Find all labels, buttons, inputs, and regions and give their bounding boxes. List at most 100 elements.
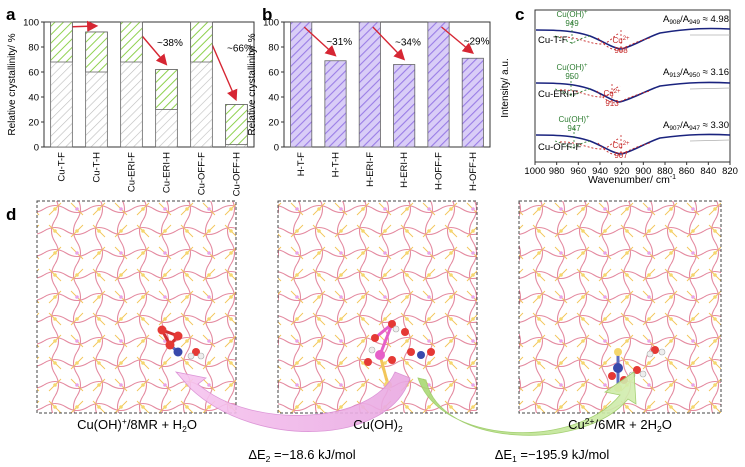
- y-tick-label: 0: [34, 143, 39, 154]
- x-tick-label: 900: [635, 166, 651, 177]
- drop-arrow: [372, 26, 406, 61]
- panel-letter-a: a: [6, 5, 16, 24]
- y-axis-label: Relative crystallinity/ %: [247, 33, 258, 135]
- cuoh-label-2: Cu(OH)+: [556, 63, 588, 72]
- cuoh-peak-2: 950: [565, 72, 579, 81]
- series-name-1: Cu-T-F: [538, 35, 568, 46]
- panel-letter-b: b: [262, 5, 272, 24]
- caption-middle: Cu(OH)2: [353, 417, 403, 434]
- ratio-2: A913/A950 ≈ 3.16: [663, 67, 729, 79]
- fit-red-2: [559, 85, 651, 104]
- bar-h-t-f: [290, 21, 313, 148]
- x-tick-label: 1000: [524, 166, 545, 177]
- bar-h-t-h: [324, 60, 347, 148]
- cuoh-label-1: Cu(OH)+: [556, 10, 588, 19]
- bar-highlight: [50, 21, 73, 63]
- ftir-ylabel: Intensity/ a.u.: [500, 58, 511, 117]
- series-name-2: Cu-ERI-F: [538, 89, 578, 100]
- y-tick-label: 100: [23, 18, 39, 29]
- cu-label-3: Cu2+: [612, 141, 630, 150]
- panel-letter-c: c: [515, 5, 524, 24]
- drop-arrow: [441, 26, 474, 55]
- drop-label: ~66%: [227, 43, 253, 54]
- x-tick-label: H-ERI-F: [365, 152, 376, 187]
- bar-chart-b: Relative crystallinity/ % 0 20 40 60 80 100 H-T…: [247, 18, 491, 191]
- x-tick-label: Cu-OFF-H: [232, 152, 243, 196]
- residual-2: [689, 87, 731, 90]
- cu-peak-3: 907: [614, 151, 628, 160]
- x-tick-label: H-OFF-H: [468, 152, 479, 191]
- drop-label: ~38%: [157, 38, 183, 49]
- bar-highlight: [155, 69, 178, 110]
- x-tick-label: 860: [679, 166, 695, 177]
- structure-box-left: [36, 200, 237, 414]
- x-tick-label: H-ERI-H: [399, 152, 410, 188]
- y-tick-label: 80: [268, 43, 279, 54]
- reaction-arrow-pink: [174, 371, 411, 432]
- y-tick-label: 0: [274, 143, 279, 154]
- cu-peak-2: 913: [605, 99, 619, 108]
- structure-box-middle: [277, 200, 478, 414]
- x-tick-label: Cu-OFF-F: [197, 152, 208, 195]
- x-tick-label: 940: [592, 166, 608, 177]
- bar-highlight: [225, 104, 248, 145]
- cuoh-peak-3: 947: [567, 124, 581, 133]
- fit-red-1: [559, 32, 651, 51]
- x-tick-label: Cu-T-H: [92, 152, 103, 183]
- x-tick-label: H-OFF-F: [434, 152, 445, 190]
- y-axis-label: Relative crystallinity/ %: [7, 33, 18, 135]
- y-tick-label: 100: [263, 18, 279, 29]
- x-tick-label: Cu-T-F: [57, 152, 68, 182]
- y-tick-label: 20: [268, 118, 279, 129]
- drop-label: ~34%: [395, 37, 421, 48]
- cu-peak-1: 908: [614, 46, 628, 55]
- x-tick-label: 880: [657, 166, 673, 177]
- x-tick-label: Cu-ERI-H: [162, 152, 173, 193]
- ratio-3: A907/A947 ≈ 3.30: [663, 120, 729, 132]
- drop-arrow: [303, 26, 337, 57]
- y-tick-label: 20: [28, 118, 39, 129]
- fit-red-3: [559, 137, 651, 156]
- caption-right: Cu2+/6MR + 2H2O: [568, 416, 672, 434]
- ftir-frame: [534, 9, 731, 163]
- y-tick-label: 60: [268, 68, 279, 79]
- y-tick-label: 60: [28, 68, 39, 79]
- y-tick-label: 80: [28, 43, 39, 54]
- panel-letter-d: d: [6, 205, 16, 224]
- drop-label: ~29%: [464, 36, 490, 47]
- cuoh-label-3: Cu(OH)+: [558, 115, 590, 124]
- series-name-3: Cu-OFF-F: [538, 142, 581, 153]
- drop-label: ~31%: [326, 37, 352, 48]
- x-tick-label: 920: [614, 166, 630, 177]
- cu-label-2: Cu2+: [603, 89, 621, 98]
- molecule-left: [157, 325, 205, 360]
- energy-e2: ΔE2 =−18.6 kJ/mol: [248, 447, 355, 464]
- ratio-1: A908/A949 ≈ 4.98: [663, 14, 729, 26]
- energy-e1: ΔE1 =−195.9 kJ/mol: [495, 447, 610, 464]
- cu-label-1: Cu2+: [612, 36, 630, 45]
- residual-3: [689, 139, 731, 142]
- x-tick-label: Cu-ERI-F: [127, 152, 138, 192]
- molecule-middle: [364, 320, 435, 389]
- y-tick-label: 40: [28, 93, 39, 104]
- x-tick-label: H-T-F: [296, 152, 307, 176]
- reaction-arrow-green: [417, 371, 637, 436]
- bar-h-off-h: [461, 57, 484, 148]
- x-tick-label: 820: [722, 166, 738, 177]
- structure-box-right: [518, 200, 722, 414]
- spectrum-cu-off-f: [535, 133, 731, 155]
- x-tick-label: 840: [700, 166, 716, 177]
- bar-h-eri-h: [393, 64, 416, 148]
- bar-highlight: [120, 21, 143, 63]
- x-tick-label: 980: [549, 166, 565, 177]
- x-tick-label: 960: [570, 166, 586, 177]
- cuoh-peak-1: 949: [565, 19, 579, 28]
- spectrum-cu-eri-f: [535, 81, 731, 103]
- panel-d-structures: Cu(OH)+/8MR + H2O Cu(OH)2 Cu2+/6MR + 2H2…: [36, 200, 722, 464]
- ftir-ticks: 1000 980 960 940 920 900 880 860 840 820: [524, 162, 738, 177]
- bar-chart-a: Relative crystallinity/ % 0 20 40 60 80 100 Cu-…: [7, 18, 255, 196]
- ftir-xlabel: Wavenumber/ cm-1: [588, 174, 676, 186]
- bar-highlight: [85, 31, 108, 73]
- caption-left: Cu(OH)+/8MR + H2O: [77, 416, 197, 434]
